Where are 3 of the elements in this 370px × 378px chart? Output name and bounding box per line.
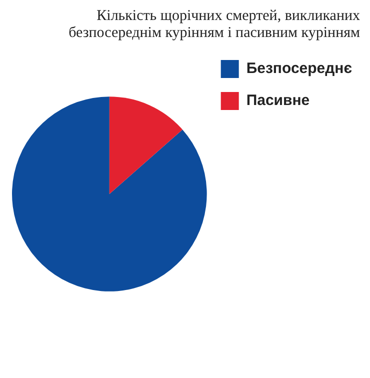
legend-label: Пасивне (246, 92, 310, 110)
chart-title: Кількість щорічних смертей, викликаних безпосереднім курінням і пасивним курінням (68, 8, 361, 43)
legend-label: Безпосереднє (246, 60, 352, 78)
